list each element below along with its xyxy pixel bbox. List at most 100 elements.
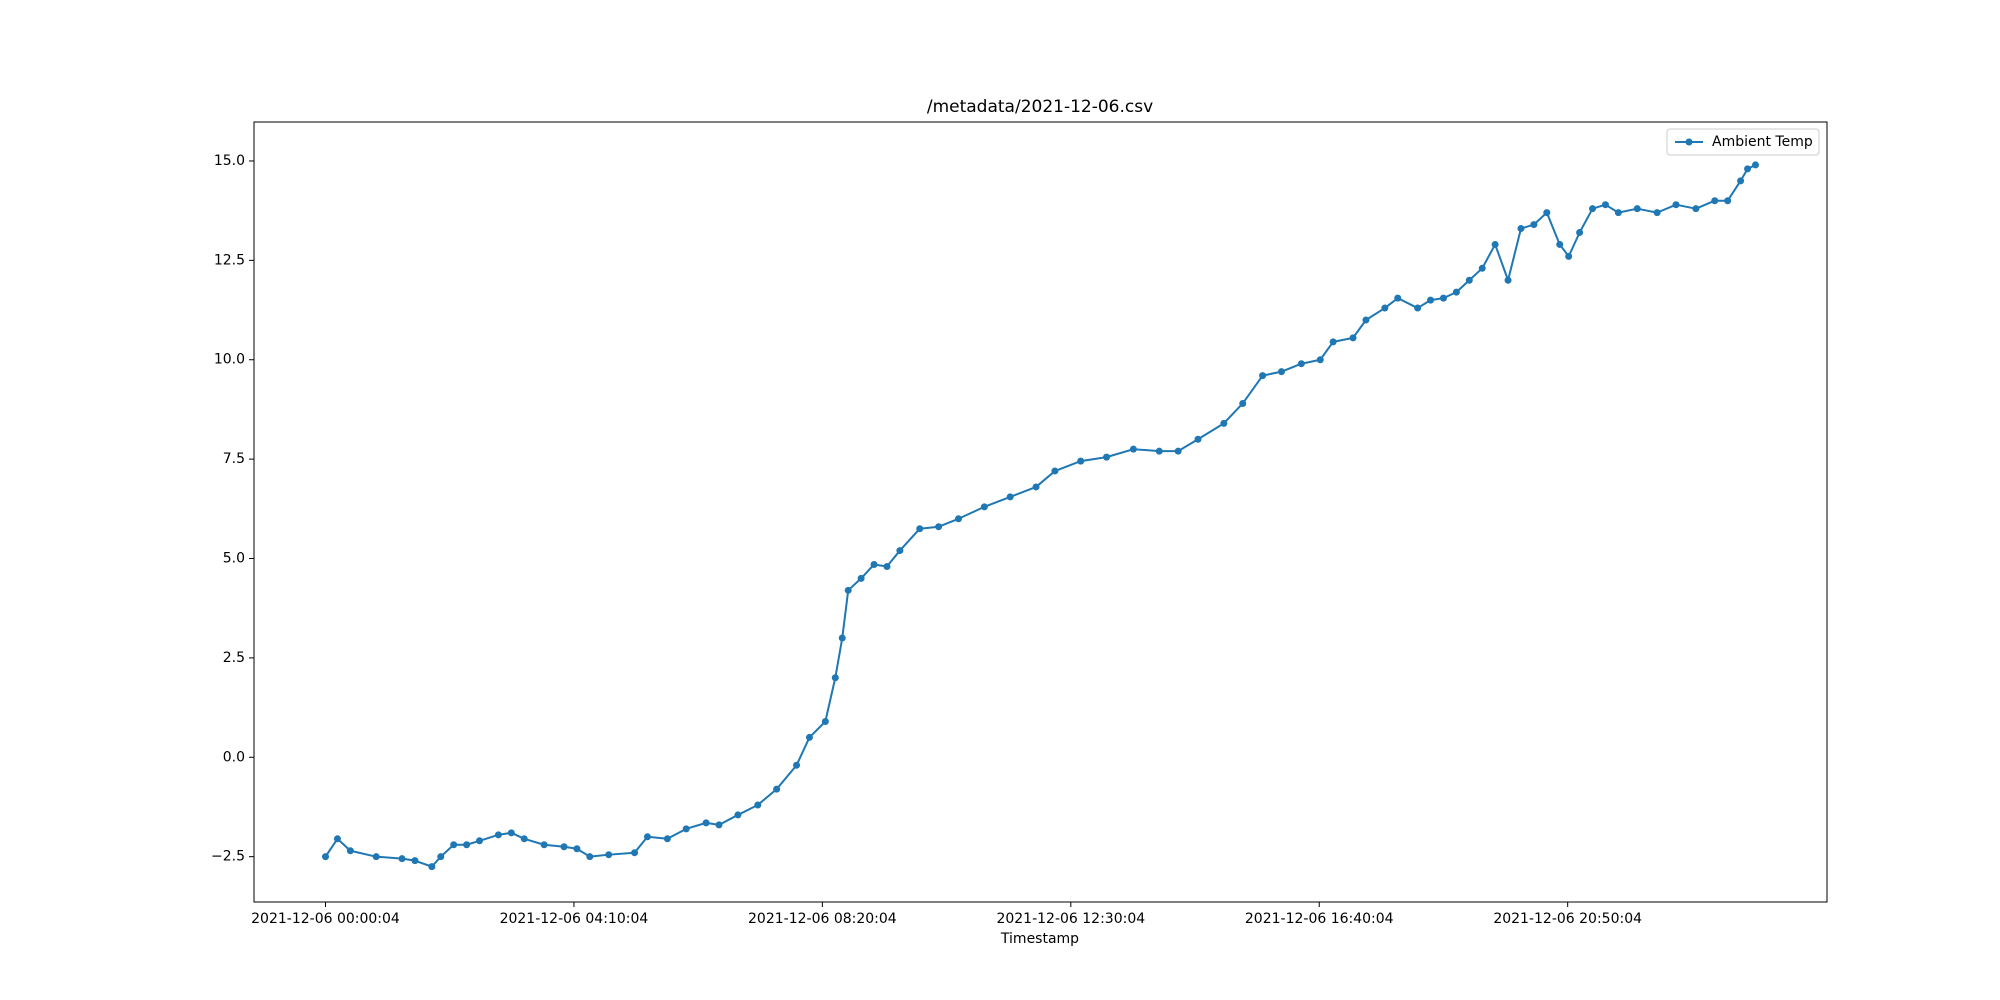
data-point xyxy=(1491,240,1499,248)
data-point xyxy=(1439,294,1447,302)
data-point xyxy=(1259,372,1267,380)
data-point xyxy=(1329,338,1337,346)
data-point xyxy=(1744,165,1752,173)
data-point xyxy=(1478,264,1486,272)
data-point xyxy=(507,829,515,837)
data-point xyxy=(1601,201,1609,209)
data-point xyxy=(1565,252,1573,260)
data-point xyxy=(643,833,651,841)
data-point xyxy=(450,841,458,849)
data-point xyxy=(540,841,548,849)
data-point xyxy=(1006,493,1014,501)
y-tick-label: 12.5 xyxy=(214,252,245,268)
data-point xyxy=(1032,483,1040,491)
x-tick-label: 2021-12-06 16:40:04 xyxy=(1245,911,1394,927)
data-point xyxy=(1517,225,1525,233)
data-point xyxy=(1277,368,1285,376)
data-point xyxy=(1362,316,1370,324)
data-point xyxy=(1414,304,1422,312)
data-point xyxy=(476,837,484,845)
data-point xyxy=(883,562,891,570)
data-point xyxy=(1653,209,1661,217)
data-point xyxy=(1752,161,1759,169)
data-point xyxy=(754,801,762,809)
data-point xyxy=(1381,304,1389,312)
data-point xyxy=(1530,221,1538,229)
data-point xyxy=(838,634,846,642)
data-point xyxy=(1576,229,1584,237)
data-point xyxy=(346,847,354,855)
data-point xyxy=(1174,447,1182,455)
legend-box xyxy=(1666,128,1820,156)
data-point xyxy=(734,811,742,819)
data-point xyxy=(935,523,943,531)
data-point xyxy=(955,515,963,523)
legend-label: Ambient Temp xyxy=(1712,134,1813,150)
data-point xyxy=(520,835,528,843)
y-tick-label: 7.5 xyxy=(223,451,245,467)
data-point xyxy=(372,853,380,861)
data-point xyxy=(715,821,723,829)
legend: Ambient Temp xyxy=(1666,128,1820,156)
data-point xyxy=(1465,276,1473,284)
x-tick-label: 2021-12-06 08:20:04 xyxy=(748,911,897,927)
data-point xyxy=(1692,205,1700,213)
data-point xyxy=(1737,177,1745,185)
data-point xyxy=(322,853,329,861)
data-point xyxy=(631,849,639,857)
x-tick-label: 2021-12-06 12:30:04 xyxy=(996,911,1145,927)
data-point xyxy=(1316,356,1324,364)
data-point xyxy=(1194,435,1202,443)
data-point xyxy=(560,843,568,851)
y-tick-label: 0.0 xyxy=(223,749,245,765)
data-point xyxy=(411,857,419,865)
data-point xyxy=(1633,205,1641,213)
data-point xyxy=(1504,276,1512,284)
data-point xyxy=(896,547,904,555)
data-point xyxy=(1724,197,1732,205)
chart-title: /metadata/2021-12-06.csv xyxy=(927,97,1153,117)
y-tick-label: 15.0 xyxy=(214,153,245,169)
data-point xyxy=(1672,201,1680,209)
data-point xyxy=(1051,467,1059,475)
data-point xyxy=(1220,419,1228,427)
data-point xyxy=(1543,209,1551,217)
data-point xyxy=(1556,240,1564,248)
data-point xyxy=(682,825,690,833)
legend-marker xyxy=(1685,138,1693,146)
data-point xyxy=(1614,209,1622,217)
data-point xyxy=(831,674,839,682)
data-point xyxy=(916,525,924,533)
series-line xyxy=(324,164,1756,868)
data-point xyxy=(573,845,581,853)
data-point xyxy=(1239,399,1247,407)
x-axis-label: Timestamp xyxy=(1000,931,1079,947)
data-point xyxy=(1589,205,1597,213)
data-point xyxy=(1103,453,1111,461)
data-point xyxy=(333,835,341,843)
data-point xyxy=(857,574,865,582)
y-tick-label: 2.5 xyxy=(223,650,245,666)
data-point xyxy=(805,733,813,741)
y-tick-label: 10.0 xyxy=(214,352,245,368)
data-point xyxy=(1452,288,1460,296)
data-point xyxy=(1394,294,1402,302)
y-tick-label: −2.5 xyxy=(211,849,245,865)
x-tick-label: 2021-12-06 04:10:04 xyxy=(500,911,649,927)
data-point xyxy=(821,718,829,726)
data-point xyxy=(437,853,445,861)
data-point xyxy=(663,835,671,843)
data-point xyxy=(494,831,502,839)
data-point xyxy=(844,586,852,594)
data-point xyxy=(702,819,710,827)
data-point xyxy=(1129,445,1137,453)
data-point xyxy=(1077,457,1085,465)
axes-frame xyxy=(253,121,1828,903)
data-point xyxy=(586,853,594,861)
data-point xyxy=(793,761,801,769)
data-point xyxy=(870,560,878,568)
data-point xyxy=(1297,360,1305,368)
data-point xyxy=(1427,296,1435,304)
data-point xyxy=(773,785,781,793)
